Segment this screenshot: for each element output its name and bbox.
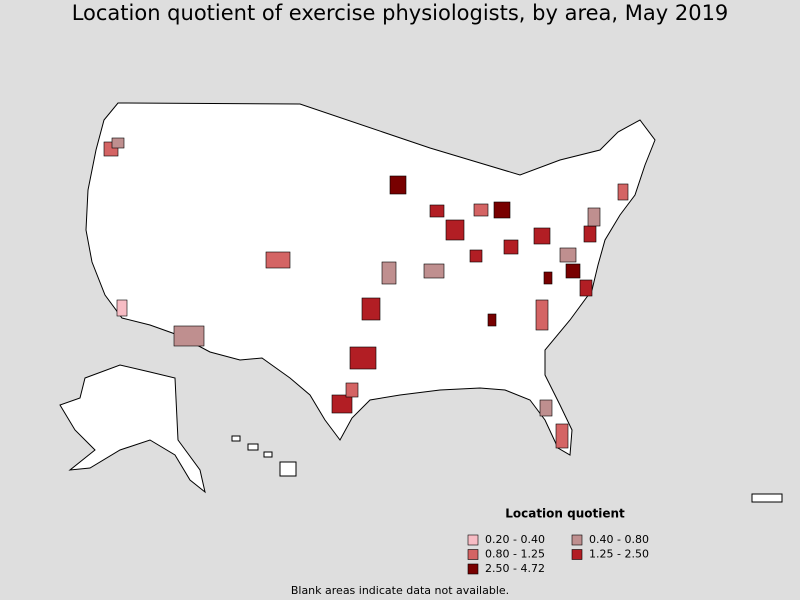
- map-area: [381, 261, 397, 285]
- island: [263, 451, 273, 458]
- legend-label: 1.25 - 2.50: [589, 548, 649, 561]
- map-area: [565, 263, 581, 279]
- map-title: Location quotient of exercise physiologi…: [72, 1, 729, 25]
- areas: [103, 137, 629, 449]
- legend-swatch: [571, 534, 583, 546]
- legend-swatch: [571, 549, 583, 560]
- map-area: [389, 175, 407, 195]
- map-area: [361, 297, 381, 321]
- footnote: Blank areas indicate data not available.: [291, 584, 509, 597]
- legend-title: Location quotient: [505, 507, 625, 521]
- legend-swatch: [467, 549, 479, 560]
- map-area: [469, 249, 483, 263]
- legend: Location quotient 0.20 - 0.40 0.40 - 0.80…: [467, 507, 649, 575]
- map-area: [423, 263, 445, 279]
- map-area: [173, 325, 205, 347]
- map-area: [345, 382, 359, 398]
- map-area: [535, 299, 549, 331]
- island: [279, 461, 297, 477]
- legend-swatch: [467, 534, 479, 546]
- legend-swatch: [467, 563, 479, 575]
- map-area: [539, 399, 553, 417]
- island: [247, 443, 259, 451]
- legend-label: 0.20 - 0.40: [485, 533, 545, 546]
- island: [231, 435, 241, 442]
- map-area: [555, 423, 569, 449]
- map-area: [349, 346, 377, 370]
- map-area: [583, 225, 597, 243]
- hawaii: [231, 435, 297, 477]
- map-area: [503, 239, 519, 255]
- islands-east: [751, 493, 783, 503]
- map-area: [331, 394, 353, 414]
- map-area: [493, 201, 511, 219]
- map-area: [116, 299, 128, 317]
- map-area: [111, 137, 125, 149]
- legend-label: 2.50 - 4.72: [485, 562, 545, 575]
- map-area: [473, 203, 489, 217]
- map-area: [587, 207, 601, 227]
- map-area: [445, 219, 465, 241]
- island: [751, 493, 783, 503]
- map-area: [429, 204, 445, 218]
- map-area: [533, 227, 551, 245]
- us-mainland: [85, 102, 656, 456]
- map-area: [617, 183, 629, 201]
- alaska: [59, 364, 206, 494]
- map-area: [579, 279, 593, 297]
- map-area: [265, 251, 291, 269]
- map-area: [487, 313, 497, 327]
- legend-label: 0.40 - 0.80: [589, 533, 649, 546]
- map-area: [559, 247, 577, 263]
- map-area: [543, 271, 553, 285]
- legend-label: 0.80 - 1.25: [485, 548, 545, 561]
